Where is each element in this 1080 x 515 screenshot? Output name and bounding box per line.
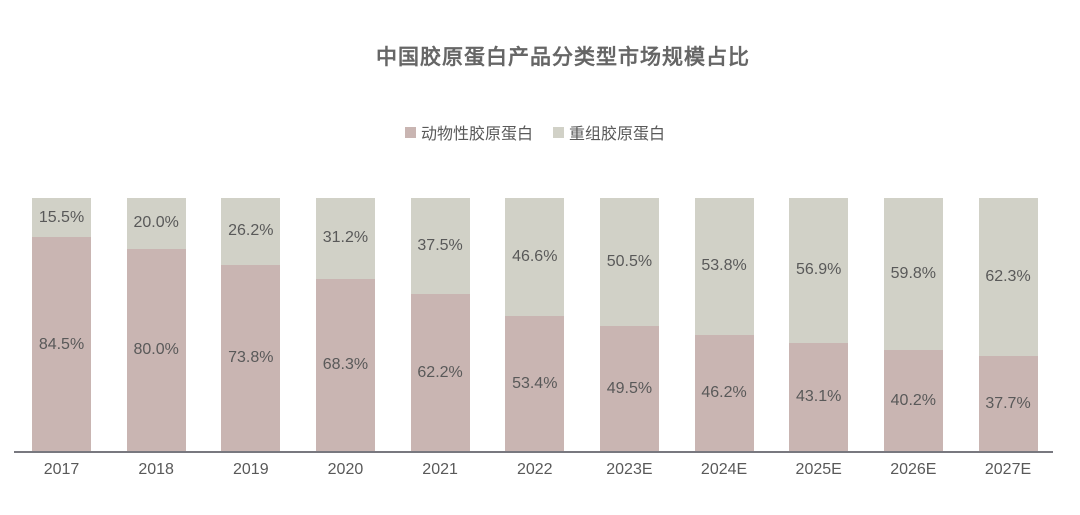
x-axis-label: 2018 bbox=[138, 461, 174, 478]
value-label-animal-collagen: 68.3% bbox=[322, 356, 369, 374]
chart-title: 中国胶原蛋白产品分类型市场规模占比 bbox=[376, 46, 750, 69]
bar-segment-animal-collagen bbox=[694, 334, 754, 452]
value-label-recombinant-collagen: 37.5% bbox=[417, 237, 463, 254]
value-label-animal-collagen: 84.5% bbox=[38, 335, 85, 353]
bar-segment-recombinant-collagen bbox=[221, 198, 281, 265]
bar-segment-animal-collagen bbox=[221, 264, 281, 452]
x-axis-label: 2026E bbox=[890, 461, 937, 478]
legend-swatch-animal-collagen-icon bbox=[404, 126, 416, 138]
bar-segment-animal-collagen bbox=[126, 248, 186, 452]
bar-segment-animal-collagen bbox=[789, 342, 849, 452]
bar-segment-recombinant-collagen bbox=[32, 198, 91, 238]
value-label-recombinant-collagen: 53.8% bbox=[701, 257, 747, 275]
x-axis-label: 2019 bbox=[233, 461, 269, 478]
value-label-animal-collagen: 40.2% bbox=[890, 391, 937, 409]
value-label-animal-collagen: 53.4% bbox=[512, 375, 558, 393]
value-label-animal-collagen: 49.5% bbox=[606, 380, 653, 398]
bar-segment-recombinant-collagen bbox=[315, 198, 375, 279]
value-label-recombinant-collagen: 59.8% bbox=[890, 264, 937, 282]
bar-segment-animal-collagen bbox=[32, 237, 91, 452]
bar-segment-recombinant-collagen bbox=[599, 198, 659, 327]
bar-segment-recombinant-collagen bbox=[410, 198, 470, 294]
x-axis-label: 2022 bbox=[516, 461, 553, 478]
bar-segment-animal-collagen bbox=[410, 294, 470, 452]
x-axis-label: 2023E bbox=[606, 461, 653, 478]
x-axis-label: 2027E bbox=[984, 461, 1032, 478]
bar-segment-recombinant-collagen bbox=[883, 198, 943, 350]
value-label-animal-collagen: 37.7% bbox=[985, 395, 1031, 413]
x-axis-label: 2021 bbox=[422, 461, 458, 478]
value-label-recombinant-collagen: 20.0% bbox=[133, 214, 179, 232]
value-label-recombinant-collagen: 15.5% bbox=[38, 208, 85, 226]
legend-item-recombinant-collagen: 重组胶原蛋白 bbox=[553, 120, 665, 144]
bar-segment-recombinant-collagen bbox=[978, 198, 1038, 357]
bar-segment-animal-collagen bbox=[883, 349, 943, 452]
bar-segment-animal-collagen bbox=[315, 278, 375, 452]
value-label-recombinant-collagen: 26.2% bbox=[228, 222, 274, 240]
legend-label-animal-collagen: 动物性胶原蛋白 bbox=[420, 126, 533, 143]
value-label-animal-collagen: 62.2% bbox=[417, 364, 463, 381]
bar-segment-recombinant-collagen bbox=[789, 198, 849, 343]
x-axis-label: 2017 bbox=[43, 461, 80, 478]
bar-segment-recombinant-collagen bbox=[505, 198, 565, 317]
value-label-recombinant-collagen: 50.5% bbox=[606, 253, 653, 271]
x-axis-line bbox=[14, 451, 1053, 453]
x-axis-label: 2020 bbox=[327, 461, 364, 478]
bar-segment-animal-collagen bbox=[505, 316, 565, 452]
value-label-recombinant-collagen: 62.3% bbox=[985, 268, 1031, 286]
bar-segment-animal-collagen bbox=[599, 326, 659, 452]
legend-swatch-recombinant-collagen-icon bbox=[553, 126, 564, 138]
bar-segment-animal-collagen bbox=[978, 356, 1038, 452]
legend-label-recombinant-collagen: 重组胶原蛋白 bbox=[569, 126, 666, 143]
bar-segment-recombinant-collagen bbox=[126, 198, 186, 249]
value-label-animal-collagen: 43.1% bbox=[796, 388, 842, 406]
value-label-animal-collagen: 80.0% bbox=[133, 341, 179, 359]
x-axis-label: 2024E bbox=[700, 461, 748, 478]
value-label-recombinant-collagen: 31.2% bbox=[322, 229, 369, 247]
value-label-animal-collagen: 46.2% bbox=[701, 384, 747, 402]
x-axis-label: 2025E bbox=[795, 461, 842, 478]
value-label-recombinant-collagen: 56.9% bbox=[796, 261, 842, 279]
bar-segment-recombinant-collagen bbox=[694, 198, 754, 335]
value-label-recombinant-collagen: 46.6% bbox=[512, 248, 558, 266]
legend-item-animal-collagen: 动物性胶原蛋白 bbox=[404, 120, 533, 144]
value-label-animal-collagen: 73.8% bbox=[228, 349, 274, 367]
legend: 动物性胶原蛋白 重组胶原蛋白 bbox=[0, 120, 1070, 144]
